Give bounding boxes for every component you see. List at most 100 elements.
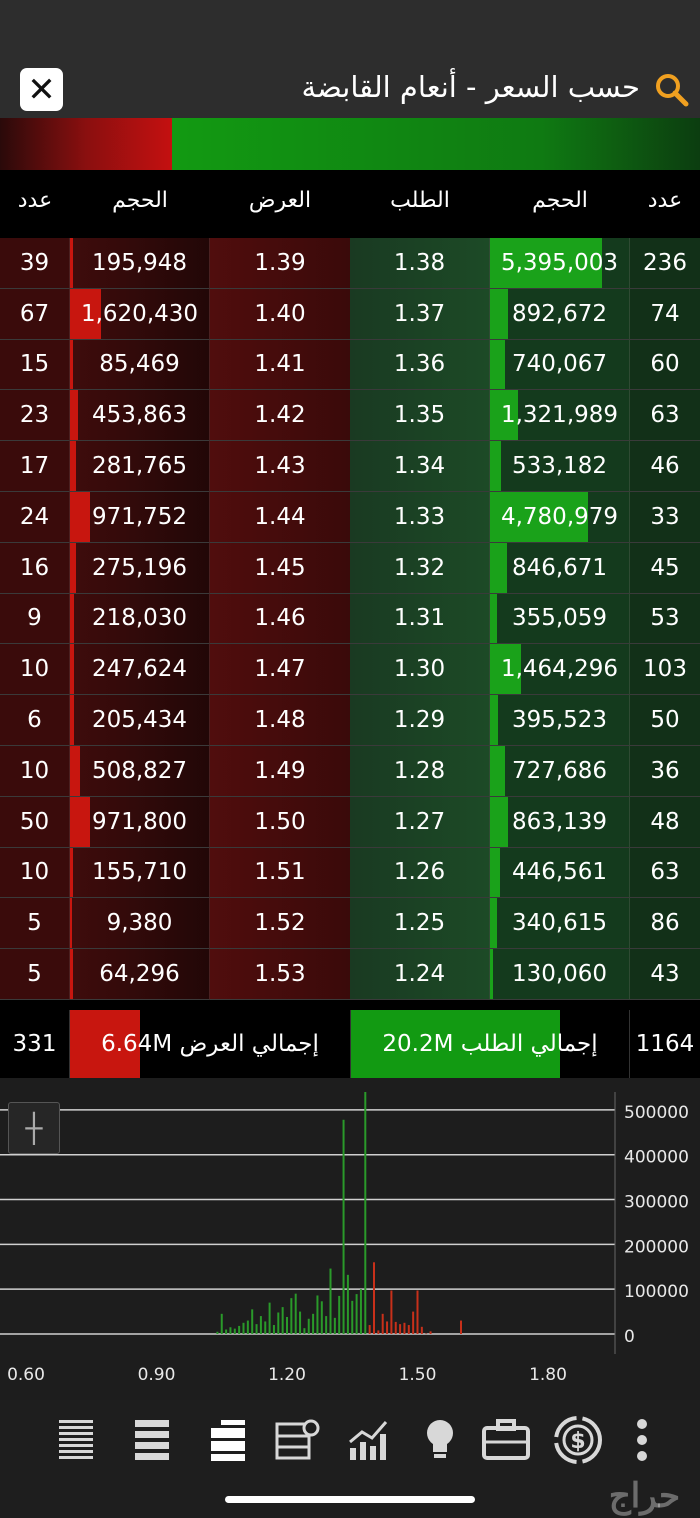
nav-list-dense[interactable] [48, 1412, 104, 1468]
table-row[interactable]: 50 971,800 1.50 1.27 863,139 48 [0, 796, 700, 848]
ask-volume-cell: 453,863 [70, 390, 210, 442]
table-row[interactable]: 10 247,624 1.47 1.30 1,464,296 103 [0, 644, 700, 696]
table-row[interactable]: 39 195,948 1.39 1.38 5,395,003 236 [0, 238, 700, 289]
ask-volume-cell: 275,196 [70, 542, 210, 594]
chart-bar [307, 1318, 310, 1334]
ask-volume-bar [70, 796, 90, 847]
bid-price-cell: 1.33 [350, 491, 490, 543]
y-tick-label: 0 [624, 1327, 635, 1347]
ask-volume-cell: 195,948 [70, 238, 210, 289]
bid-volume-cell: 340,615 [490, 898, 630, 950]
bid-volume-bar [490, 491, 588, 542]
column-headers: عدد الحجم العرض الطلب الحجم عدد [0, 170, 700, 238]
chart-bar [390, 1290, 393, 1334]
bid-volume-cell: 533,182 [490, 441, 630, 492]
table-row[interactable]: 5 64,296 1.53 1.24 130,060 43 [0, 949, 700, 1000]
ask-count-cell: 10 [0, 847, 70, 899]
bid-total-fill [350, 1010, 560, 1078]
bid-price-cell: 1.28 [350, 745, 490, 797]
bid-price-cell: 1.30 [350, 644, 490, 696]
ask-volume-bar [70, 542, 76, 593]
ask-price-cell: 1.48 [210, 695, 350, 746]
table-row[interactable]: 24 971,752 1.44 1.33 4,780,979 33 [0, 491, 700, 543]
ask-price-cell: 1.41 [210, 339, 350, 391]
nav-more[interactable] [614, 1412, 670, 1468]
chart-bar [333, 1317, 336, 1334]
x-tick-label: 1.50 [399, 1365, 437, 1385]
home-indicator[interactable] [225, 1496, 475, 1503]
bid-price-cell: 1.35 [350, 390, 490, 442]
total-ask: إجمالي العرض 6.64M [101, 1031, 319, 1057]
bid-count-cell: 50 [630, 695, 700, 746]
ask-volume-bar [70, 390, 79, 441]
chart-bar [264, 1321, 267, 1334]
nav-settings-table[interactable] [270, 1412, 326, 1468]
ask-volume-bar [70, 745, 80, 796]
nav-dollar[interactable]: $ [550, 1412, 606, 1468]
table-row[interactable]: 10 508,827 1.49 1.28 727,686 36 [0, 745, 700, 797]
nav-portfolio[interactable] [478, 1412, 534, 1468]
dollar-cycle-icon: $ [554, 1416, 602, 1464]
x-tick-label: 1.20 [268, 1365, 306, 1385]
chart-bar [281, 1307, 284, 1334]
chart-bar [412, 1311, 415, 1334]
chart-bar [407, 1325, 410, 1334]
bid-volume-bar [490, 238, 602, 288]
chart-bar [216, 1331, 219, 1334]
bid-count-cell: 33 [630, 491, 700, 543]
supply-demand-bar [0, 118, 700, 170]
crosshair-button[interactable]: ┼ [8, 1102, 60, 1154]
table-row[interactable]: 23 453,863 1.42 1.35 1,321,989 63 [0, 390, 700, 442]
bid-price-cell: 1.25 [350, 898, 490, 950]
chart-bar [255, 1324, 258, 1334]
ask-volume-bar [70, 339, 73, 390]
ask-price-cell: 1.40 [210, 288, 350, 340]
list-dense-icon [59, 1420, 93, 1459]
ask-price-cell: 1.47 [210, 644, 350, 696]
bid-price-cell: 1.37 [350, 288, 490, 340]
ask-price-cell: 1.44 [210, 491, 350, 543]
y-tick-label: 100000 [624, 1282, 689, 1302]
bid-price-cell: 1.36 [350, 339, 490, 391]
table-row[interactable]: 17 281,765 1.43 1.34 533,182 46 [0, 441, 700, 492]
bid-price-cell: 1.31 [350, 593, 490, 645]
search-icon[interactable] [652, 70, 692, 110]
svg-text:$: $ [570, 1429, 585, 1454]
chart-bar [290, 1298, 293, 1334]
chart-bar [251, 1309, 254, 1334]
y-tick-label: 400000 [624, 1148, 689, 1168]
bid-volume-cell: 130,060 [490, 949, 630, 1000]
bid-volume-cell: 395,523 [490, 695, 630, 746]
chart-bar [364, 1092, 367, 1334]
nav-list[interactable] [124, 1412, 180, 1468]
chart-bar [416, 1290, 419, 1334]
ask-count-cell: 67 [0, 288, 70, 340]
table-row[interactable]: 15 85,469 1.41 1.36 740,067 60 [0, 339, 700, 391]
bid-price-cell: 1.38 [350, 238, 490, 289]
chart-bar [229, 1327, 232, 1334]
crosshair-icon: ┼ [25, 1111, 43, 1145]
table-row[interactable]: 10 155,710 1.51 1.26 446,561 63 [0, 847, 700, 899]
table-row[interactable]: 16 275,196 1.45 1.32 846,671 45 [0, 542, 700, 594]
bid-count-cell: 36 [630, 745, 700, 797]
close-button[interactable]: ✕ [20, 68, 63, 111]
ask-volume-bar [70, 949, 73, 999]
table-row[interactable]: 5 9,380 1.52 1.25 340,615 86 [0, 898, 700, 950]
demand-share [172, 118, 700, 170]
table-row[interactable]: 6 205,434 1.48 1.29 395,523 50 [0, 695, 700, 746]
ask-volume-cell: 64,296 [70, 949, 210, 1000]
nav-chart[interactable] [340, 1412, 396, 1468]
ask-price-cell: 1.39 [210, 238, 350, 289]
table-row[interactable]: 9 218,030 1.46 1.31 355,059 53 [0, 593, 700, 645]
nav-order-book[interactable] [200, 1412, 256, 1468]
chart-bar [294, 1293, 297, 1334]
chart-bar [242, 1322, 245, 1334]
nav-ideas[interactable] [412, 1412, 468, 1468]
table-row[interactable]: 67 1,620,430 1.40 1.37 892,672 74 [0, 288, 700, 340]
ask-price-cell: 1.51 [210, 847, 350, 899]
bid-volume-cell: 892,672 [490, 288, 630, 340]
ask-price-cell: 1.50 [210, 796, 350, 848]
ask-price-cell: 1.49 [210, 745, 350, 797]
chart-bar [399, 1324, 402, 1334]
chart-bar [368, 1325, 371, 1334]
